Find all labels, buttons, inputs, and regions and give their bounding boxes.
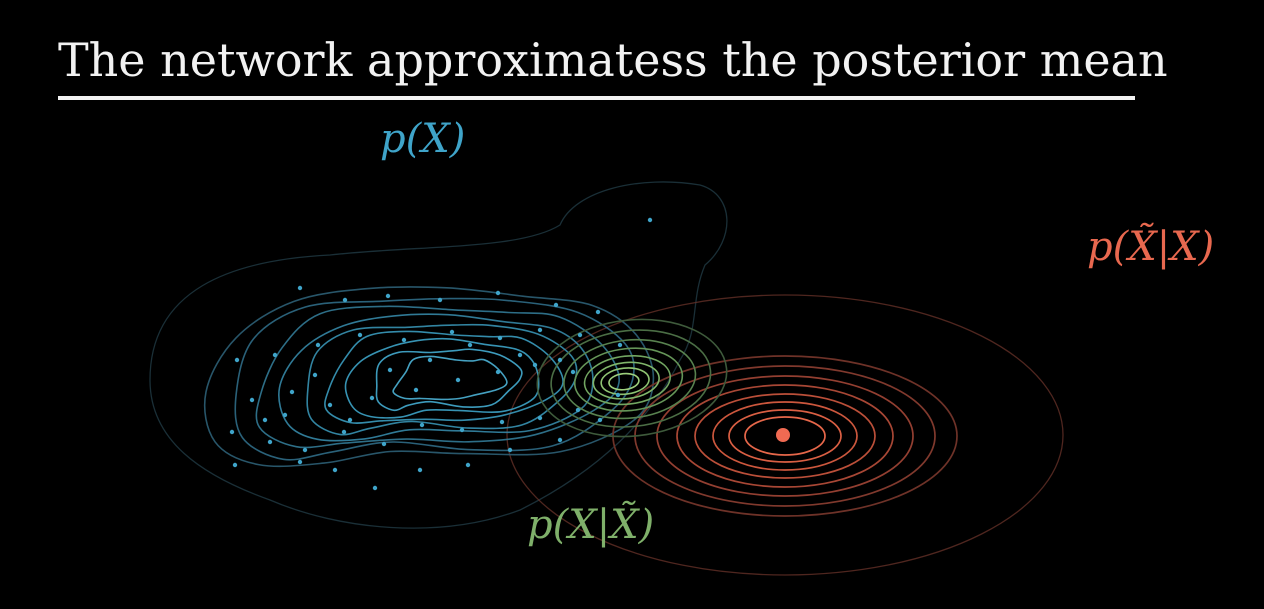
prior-contour-line xyxy=(375,348,523,412)
prior-sample-point xyxy=(357,332,363,338)
prior-sample-point xyxy=(557,437,563,443)
prior-sample-point xyxy=(381,441,387,447)
prior-sample-point xyxy=(327,402,333,408)
slide-title: The network approximatess the posterior … xyxy=(58,33,1168,87)
posterior-label: p(X|X̃) xyxy=(527,502,655,548)
prior-sample-point xyxy=(553,302,559,308)
prior-sample-point xyxy=(341,429,347,435)
prior-sample-point xyxy=(369,395,375,401)
prior-sample-point xyxy=(537,415,543,421)
prior-outer-contour xyxy=(149,181,728,529)
prior-sample-point xyxy=(297,459,303,465)
prior-sample-point xyxy=(459,427,465,433)
prior-sample-point xyxy=(532,362,538,368)
likelihood-contour-line xyxy=(728,409,842,463)
prior-sample-point xyxy=(315,342,321,348)
likelihood-outer-contour xyxy=(506,294,1064,576)
prior-sample-point xyxy=(597,417,603,423)
posterior-contour-line xyxy=(563,338,697,420)
prior-sample-point xyxy=(229,429,235,435)
prior-sample-point xyxy=(449,329,455,335)
prior-sample-point xyxy=(387,367,393,373)
prior-sample-point xyxy=(557,357,563,363)
prior-sample-point xyxy=(372,485,378,491)
likelihood-contour-line xyxy=(712,401,858,471)
prior-sample-point xyxy=(595,309,601,315)
prior-sample-point xyxy=(413,387,419,393)
prior-sample-point xyxy=(617,342,623,348)
prior-contour-line xyxy=(344,337,540,419)
likelihood-contour-line xyxy=(656,375,914,497)
posterior-contour-line xyxy=(573,347,684,412)
prior-sample-point xyxy=(419,422,425,428)
prior-sample-point xyxy=(297,285,303,291)
prior-sample-point xyxy=(517,352,523,358)
prior-sample-point xyxy=(507,447,513,453)
prior-sample-point xyxy=(495,290,501,296)
prior-sample-point xyxy=(537,327,543,333)
prior-contour-line xyxy=(392,355,508,401)
title-underline xyxy=(58,96,1135,100)
posterior-contour-line xyxy=(550,329,712,428)
prior-sample-point xyxy=(437,297,443,303)
prior-sample-point xyxy=(647,217,653,223)
prior-sample-point xyxy=(347,417,353,423)
prior-sample-point xyxy=(455,377,461,383)
prior-sample-point xyxy=(249,397,255,403)
prior-contour-line xyxy=(324,330,564,424)
posterior-contour-line xyxy=(600,367,650,396)
prior-sample-point xyxy=(342,297,348,303)
prior-contours xyxy=(203,286,655,468)
prior-sample-point xyxy=(575,407,581,413)
prior-samples xyxy=(229,217,653,491)
prior-label: p(X) xyxy=(380,116,466,162)
prior-sample-point xyxy=(312,372,318,378)
observed-point xyxy=(776,428,790,442)
prior-sample-point xyxy=(401,337,407,343)
prior-sample-point xyxy=(465,462,471,468)
prior-sample-point xyxy=(570,369,576,375)
prior-sample-point xyxy=(302,447,308,453)
prior-sample-point xyxy=(262,417,268,423)
likelihood-contour-line xyxy=(676,384,894,488)
likelihood-label: p(X̃|X) xyxy=(1087,224,1215,270)
prior-contour-line xyxy=(234,297,635,461)
prior-contour-line xyxy=(306,323,578,436)
prior-sample-point xyxy=(232,462,238,468)
prior-sample-point xyxy=(427,357,433,363)
posterior-contour-line xyxy=(592,361,660,400)
prior-sample-point xyxy=(272,352,278,358)
prior-sample-point xyxy=(499,419,505,425)
prior-sample-point xyxy=(497,335,503,341)
posterior-contour-line xyxy=(583,355,672,406)
prior-sample-point xyxy=(332,467,338,473)
prior-sample-point xyxy=(282,412,288,418)
prior-sample-point xyxy=(267,439,273,445)
prior-sample-point xyxy=(234,357,240,363)
likelihood-contour-line xyxy=(744,416,826,456)
prior-sample-point xyxy=(577,332,583,338)
prior-sample-point xyxy=(615,392,621,398)
posterior-contour-line xyxy=(608,372,640,391)
prior-sample-point xyxy=(467,342,473,348)
prior-sample-point xyxy=(495,369,501,375)
prior-contour-line xyxy=(203,286,655,468)
posterior-contour-line xyxy=(536,318,728,438)
prior-sample-point xyxy=(385,293,391,299)
likelihood-contour-line xyxy=(694,393,876,479)
prior-contour-line xyxy=(278,313,594,442)
prior-sample-point xyxy=(289,389,295,395)
posterior-contours xyxy=(536,318,728,438)
prior-sample-point xyxy=(417,467,423,473)
